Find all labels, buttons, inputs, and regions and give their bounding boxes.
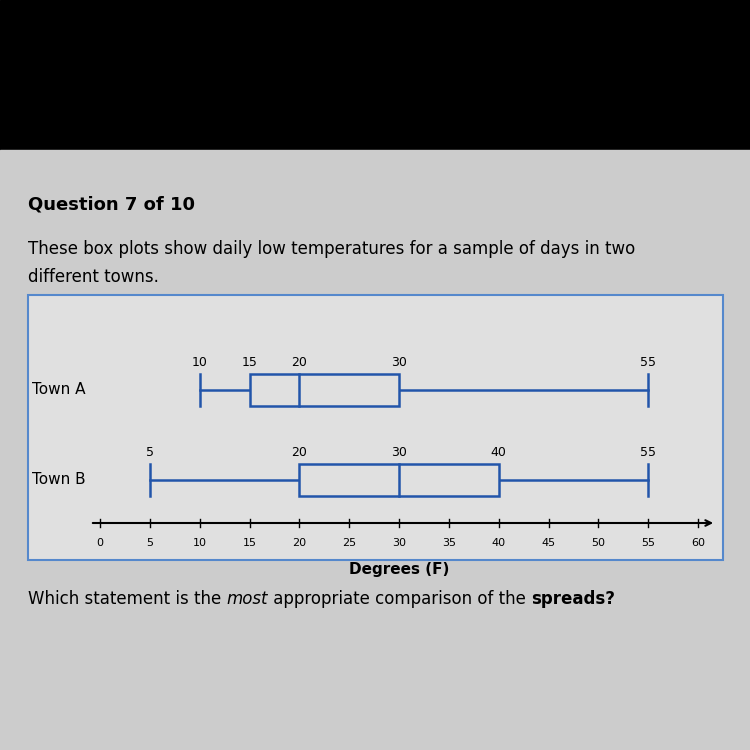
Text: 10: 10	[192, 356, 208, 369]
Text: 60: 60	[691, 538, 705, 548]
Text: These box plots show daily low temperatures for a sample of days in two: These box plots show daily low temperatu…	[28, 240, 635, 258]
Text: 5: 5	[146, 446, 154, 459]
Text: 15: 15	[242, 538, 256, 548]
Text: 20: 20	[292, 446, 308, 459]
Text: 45: 45	[542, 538, 556, 548]
Text: most: most	[226, 590, 268, 608]
Text: 30: 30	[391, 356, 407, 369]
Bar	[250, 374, 399, 406]
Text: Town B: Town B	[32, 472, 86, 488]
Bar	[299, 464, 499, 496]
Text: 10: 10	[193, 538, 207, 548]
Text: 20: 20	[292, 356, 308, 369]
Text: 20: 20	[292, 538, 307, 548]
Text: 35: 35	[442, 538, 456, 548]
Text: Town A: Town A	[32, 382, 86, 398]
Text: Question 7 of 10: Question 7 of 10	[28, 195, 195, 213]
Text: 40: 40	[491, 538, 506, 548]
Text: 50: 50	[591, 538, 605, 548]
Text: 55: 55	[640, 446, 656, 459]
Text: 40: 40	[490, 446, 506, 459]
Bar	[0, 0, 750, 150]
Text: appropriate comparison of the: appropriate comparison of the	[268, 590, 531, 608]
Text: 55: 55	[641, 538, 656, 548]
Text: 30: 30	[391, 446, 407, 459]
Text: 5: 5	[146, 538, 153, 548]
Bar	[28, 295, 723, 560]
Text: spreads?: spreads?	[531, 590, 615, 608]
Bar	[0, 150, 750, 750]
Text: 15: 15	[242, 356, 257, 369]
Text: Degrees (F): Degrees (F)	[349, 562, 449, 577]
Text: 25: 25	[342, 538, 356, 548]
Text: 30: 30	[392, 538, 406, 548]
Text: 0: 0	[97, 538, 104, 548]
Text: different towns.: different towns.	[28, 268, 159, 286]
Text: Which statement is the: Which statement is the	[28, 590, 226, 608]
Text: 55: 55	[640, 356, 656, 369]
